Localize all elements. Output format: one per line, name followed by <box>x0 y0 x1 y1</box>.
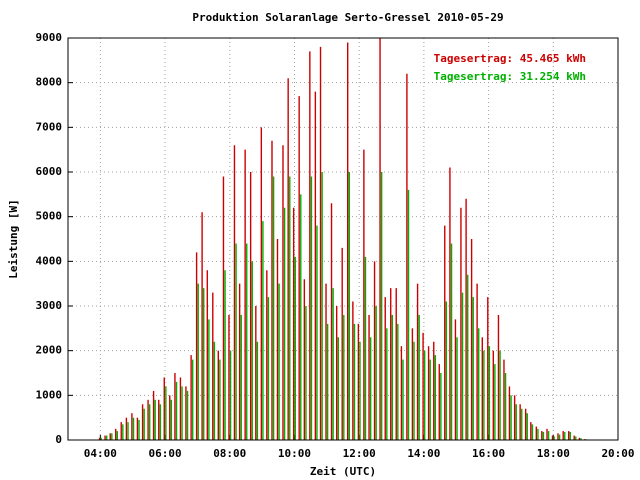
x-tick-label: 12:00 <box>343 447 376 460</box>
y-tick-label: 8000 <box>36 76 63 89</box>
x-axis-label: Zeit (UTC) <box>310 465 376 478</box>
x-tick-label: 10:00 <box>278 447 311 460</box>
y-tick-label: 1000 <box>36 388 63 401</box>
y-tick-label: 5000 <box>36 210 63 223</box>
y-axis-label: Leistung [W] <box>7 199 20 278</box>
x-tick-label: 16:00 <box>472 447 505 460</box>
y-tick-label: 2000 <box>36 344 63 357</box>
x-tick-label: 14:00 <box>407 447 440 460</box>
y-tick-label: 7000 <box>36 120 63 133</box>
annotation: Tagesertrag: 45.465 kWh <box>434 52 586 65</box>
plot-border <box>67 37 619 441</box>
x-tick-label: 06:00 <box>148 447 181 460</box>
y-tick-label: 4000 <box>36 254 63 267</box>
y-tick-label: 3000 <box>36 299 63 312</box>
x-tick-label: 20:00 <box>601 447 634 460</box>
y-tick-label: 6000 <box>36 165 63 178</box>
annotation: Tagesertrag: 31.254 kWh <box>434 70 586 83</box>
y-tick-label: 0 <box>55 433 62 446</box>
x-tick-label: 04:00 <box>84 447 117 460</box>
x-tick-label: 18:00 <box>537 447 570 460</box>
y-tick-label: 9000 <box>36 31 63 44</box>
chart-title: Produktion Solaranlage Serto-Gressel 201… <box>192 11 503 24</box>
x-tick-label: 08:00 <box>213 447 246 460</box>
